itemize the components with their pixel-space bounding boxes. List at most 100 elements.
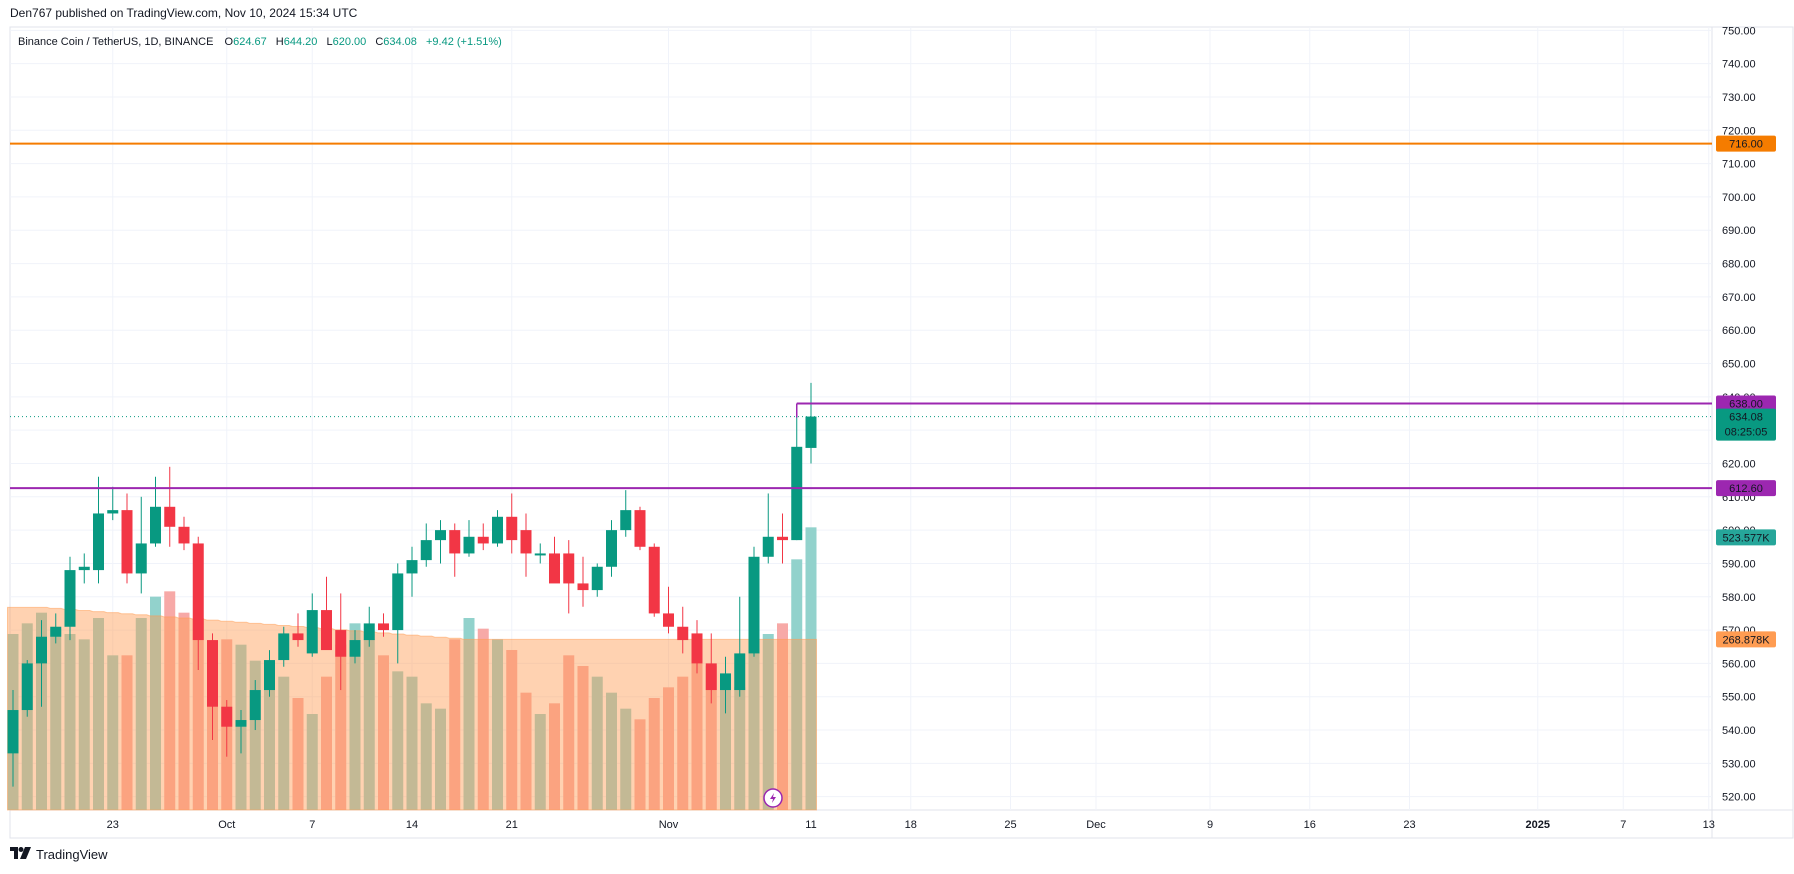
- legend-high-label: H: [276, 36, 284, 48]
- volume-ma-badge: 268.878K: [1722, 634, 1770, 646]
- time-tick-label: 21: [506, 819, 518, 831]
- candle-body: [449, 530, 461, 554]
- candle-body: [335, 630, 347, 657]
- legend-close-label: C: [375, 36, 383, 48]
- legend-close-value: 634.08: [383, 36, 417, 48]
- volume-bar: [734, 687, 746, 810]
- volume-badge-bg: [1716, 529, 1776, 546]
- volume-bar: [249, 660, 261, 810]
- price-tick-label: 700.00: [1722, 192, 1756, 204]
- volume-ma-badge-bg: [1716, 631, 1776, 648]
- candle-body: [78, 566, 90, 571]
- volume-bar: [606, 692, 617, 810]
- candle-body: [634, 510, 646, 547]
- price-tick-label: 710.00: [1722, 159, 1756, 171]
- time-tick-label: 7: [309, 819, 315, 831]
- volume-bar: [563, 655, 575, 810]
- volume-bar: [435, 708, 446, 810]
- price-tick-label: 690.00: [1722, 225, 1756, 237]
- price-tick-label: 530.00: [1722, 758, 1756, 770]
- volume-bar: [805, 527, 817, 810]
- volume-bar: [363, 639, 375, 810]
- candle-body: [64, 570, 76, 627]
- time-axis: 23 Oct 7 14 21 Nov 11 18 25 Dec 9 16 23 2025 7 13: [107, 819, 1715, 831]
- chart-frame: [9, 26, 1794, 839]
- volume-bar: [591, 676, 603, 810]
- candle-body: [221, 706, 233, 727]
- candle-body: [392, 573, 404, 631]
- volume-bar: [107, 655, 119, 810]
- volume-bar: [691, 660, 703, 810]
- tradingview-brand[interactable]: TradingView: [10, 847, 108, 862]
- time-tick-label: 23: [107, 819, 119, 831]
- volume-bar: [121, 655, 133, 810]
- candle-body: [50, 626, 62, 637]
- candle-body: [7, 710, 19, 754]
- volume-bar: [392, 671, 404, 810]
- candle-body: [349, 640, 361, 657]
- time-tick-label: Dec: [1086, 819, 1106, 831]
- price-tick-label: 590.00: [1722, 558, 1756, 570]
- price-tick-label: 540.00: [1722, 725, 1756, 737]
- time-tick-label: 13: [1703, 819, 1715, 831]
- time-tick-label: 16: [1304, 819, 1316, 831]
- volume-bar: [506, 650, 518, 810]
- candle-body: [734, 653, 746, 691]
- tradingview-logo-icon: [10, 847, 32, 862]
- legend-row: Binance Coin / TetherUS, 1D, BINANCE O62…: [18, 36, 502, 48]
- candle-body: [591, 566, 603, 591]
- legend-open-value: 624.67: [233, 36, 267, 48]
- volume-bar: [335, 644, 347, 810]
- price-tick-label: 680.00: [1722, 259, 1756, 271]
- hline-price-badge-bg: [1716, 480, 1776, 497]
- price-tick-label: 580.00: [1722, 592, 1756, 604]
- legend-symbol: Binance Coin / TetherUS, 1D, BINANCE: [18, 36, 213, 48]
- volume-bar: [492, 639, 503, 810]
- lightning-icon[interactable]: [763, 788, 783, 808]
- hline-price-badge-bg: [1716, 135, 1776, 152]
- legend-low-label: L: [326, 36, 332, 48]
- volume-bar: [663, 687, 674, 810]
- publisher-line: Den767 published on TradingView.com, Nov…: [10, 6, 358, 20]
- price-tick-label: 740.00: [1722, 59, 1756, 71]
- price-tick-label: 520.00: [1722, 792, 1756, 804]
- volume-bar: [677, 676, 689, 810]
- time-tick-label: 23: [1403, 819, 1415, 831]
- candle-body: [520, 530, 532, 554]
- candle-body: [21, 663, 33, 711]
- candle-body: [321, 610, 332, 651]
- candle-body: [378, 623, 389, 631]
- hline-price-badge: 612.60: [1729, 483, 1763, 495]
- time-tick-label: Nov: [659, 819, 679, 831]
- volume-bar: [321, 676, 332, 810]
- candle-body: [606, 530, 617, 567]
- candle-body: [36, 636, 47, 664]
- candle-body: [135, 543, 147, 574]
- volume-bar: [549, 703, 560, 810]
- time-tick-label: 2025: [1526, 819, 1550, 831]
- candle-body: [435, 530, 446, 541]
- volume-bar: [135, 618, 147, 810]
- candle-body: [207, 640, 218, 707]
- volume-bar: [477, 628, 489, 810]
- volume-bar: [720, 676, 731, 810]
- volume-bar: [178, 612, 190, 810]
- candle-body: [264, 660, 275, 691]
- candle-body: [249, 690, 261, 721]
- candle-body: [720, 673, 731, 691]
- hline-price-badge: 638.00: [1729, 399, 1763, 411]
- candle-body: [121, 510, 133, 574]
- volume-bar: [292, 698, 304, 810]
- volume-bar: [306, 714, 318, 810]
- volume-bar: [264, 660, 275, 810]
- last-price-label: 634.08: [1729, 412, 1763, 424]
- candle-body: [677, 626, 689, 641]
- time-tick-label: 18: [905, 819, 917, 831]
- volume-bar: [278, 676, 290, 810]
- candle-body: [777, 536, 788, 541]
- time-tick-label: 11: [805, 819, 816, 831]
- candle-body: [563, 553, 575, 584]
- volume-bar: [406, 676, 418, 810]
- time-tick-label: 7: [1620, 819, 1626, 831]
